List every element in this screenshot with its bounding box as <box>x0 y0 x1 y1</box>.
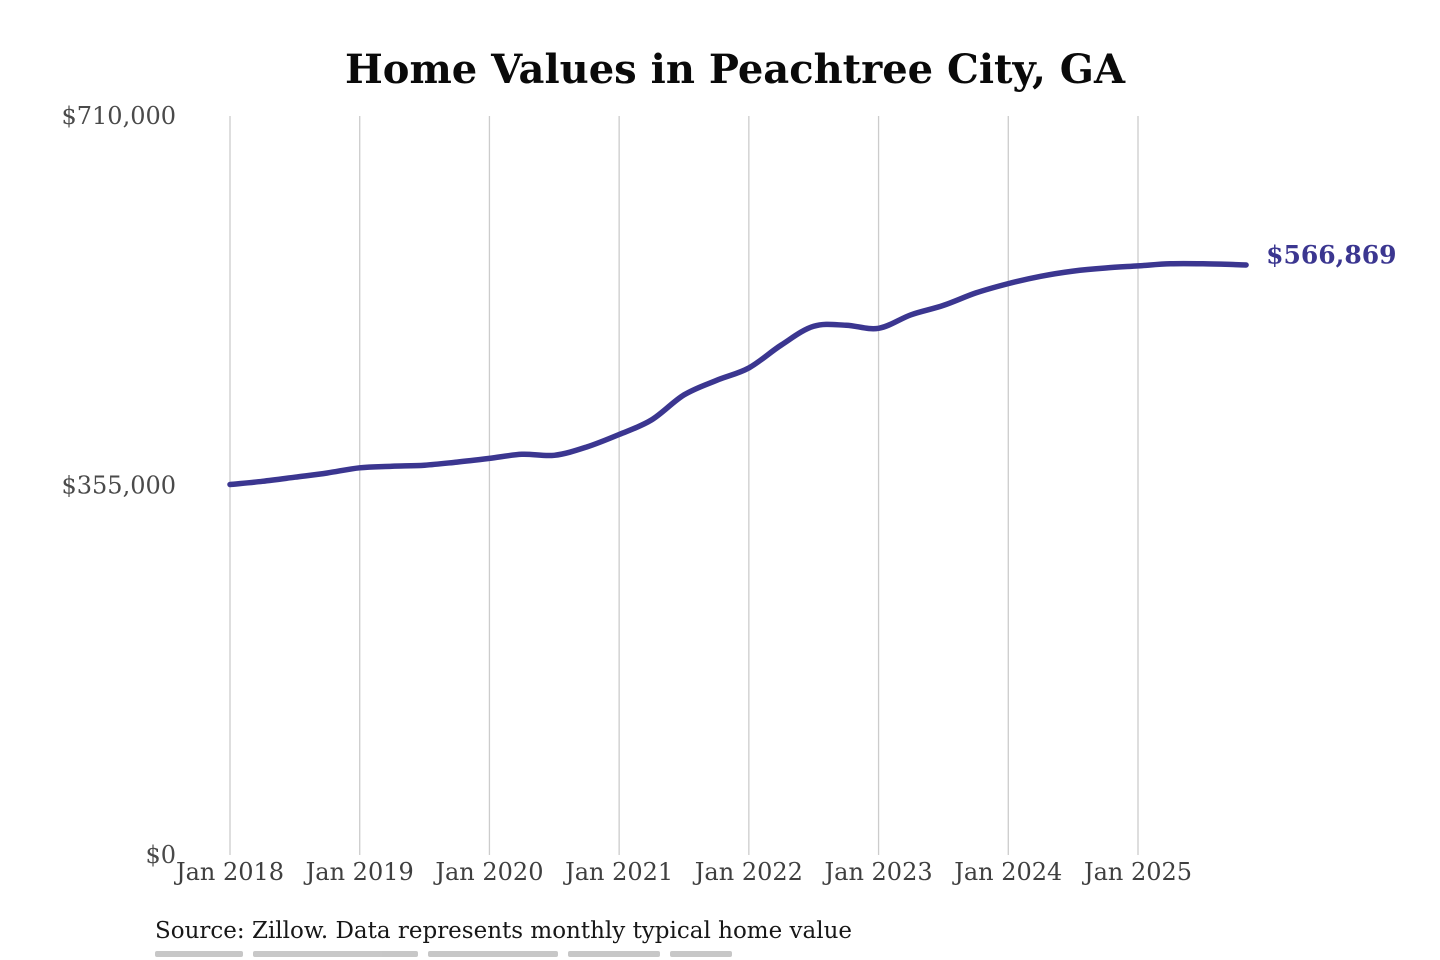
x-axis-label: Jan 2020 <box>432 858 543 886</box>
home-value-line-series <box>227 260 1249 488</box>
chart-title: Home Values in Peachtree City, GA <box>345 46 1126 93</box>
x-axis-labels: Jan 2018 Jan 2019 Jan 2020 Jan 2021 Jan 2022… <box>173 858 1192 886</box>
source-note: Source: Zillow. Data represents monthly … <box>155 918 852 944</box>
x-axis-label: Jan 2022 <box>692 858 803 886</box>
x-axis-label: Jan 2024 <box>951 858 1062 886</box>
x-axis-label: Jan 2025 <box>1081 858 1192 886</box>
cropped-caption-line <box>155 951 732 957</box>
y-axis-label: $355,000 <box>61 472 176 500</box>
x-axis-label: Jan 2019 <box>303 858 414 886</box>
y-axis-labels: $710,000 $355,000 $0 <box>61 102 176 869</box>
year-gridlines <box>229 116 1139 855</box>
y-axis-label: $710,000 <box>61 102 176 130</box>
latest-value-label: $566,869 <box>1266 240 1396 269</box>
x-axis-label: Jan 2023 <box>822 858 933 886</box>
y-axis-label: $0 <box>145 841 176 869</box>
x-axis-label: Jan 2018 <box>173 858 284 886</box>
x-axis-label: Jan 2021 <box>562 858 673 886</box>
